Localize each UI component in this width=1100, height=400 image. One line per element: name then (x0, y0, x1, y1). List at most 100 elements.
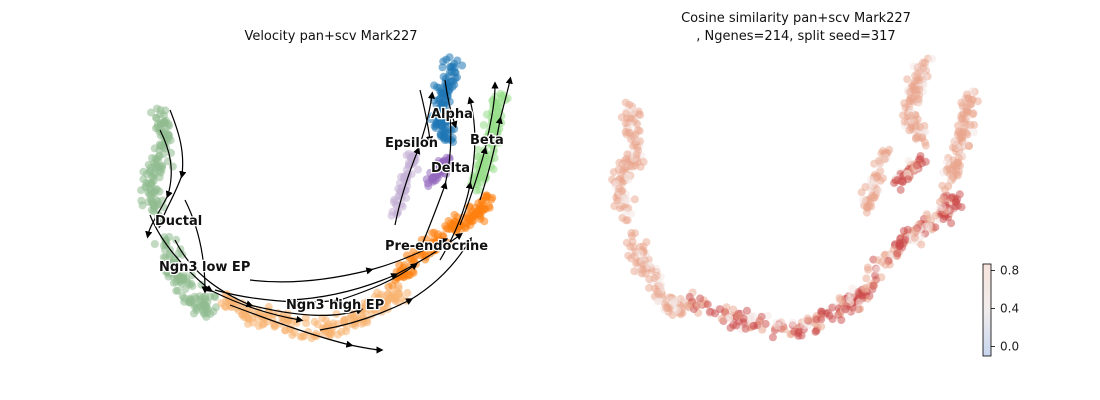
velocity-point (150, 240, 159, 248)
cosine-point (817, 307, 825, 316)
velocity-point (430, 228, 439, 237)
cosine-point (903, 75, 912, 84)
cosine-point (862, 274, 871, 283)
cosine-point (973, 97, 982, 106)
colorbar-ticks: 0.0 0.4 0.8 (991, 264, 1019, 354)
cosine-point (749, 321, 758, 330)
cosine-point (711, 309, 720, 318)
cosine-point (947, 219, 956, 228)
cosine-point (621, 127, 630, 136)
streamline (184, 199, 209, 294)
cosine-point (890, 178, 899, 187)
cosine-point (630, 195, 639, 204)
cosine-point (645, 283, 653, 292)
cosine-point (953, 130, 962, 139)
cosine-point (621, 216, 630, 225)
cosine-point (918, 133, 927, 142)
cluster-label-ngn3-low-ep: Ngn3 low EP (159, 260, 250, 275)
cosine-point (623, 172, 632, 181)
velocity-point (449, 77, 458, 86)
velocity-point (192, 304, 201, 312)
cosine-point (958, 101, 967, 110)
cosine-point (948, 143, 957, 152)
cosine-point (629, 242, 638, 251)
velocity-point (158, 259, 167, 268)
velocity-point (302, 319, 311, 328)
cosine-point (625, 100, 634, 109)
velocity-point (438, 63, 447, 72)
cosine-point (900, 117, 909, 126)
cosine-point (931, 223, 940, 232)
cosine-point (732, 321, 741, 330)
streamline (444, 79, 458, 129)
velocity-point (333, 330, 342, 339)
cosine-point (768, 333, 777, 342)
velocity-point (474, 145, 483, 154)
cosine-point (868, 179, 877, 188)
velocity-point (152, 195, 161, 204)
cosine-point (911, 121, 920, 130)
colorbar-tick-label: 0.8 (1000, 264, 1019, 278)
velocity-point (414, 165, 422, 174)
cosine-point (630, 267, 639, 276)
velocity-point (307, 334, 316, 343)
velocity-point (254, 322, 263, 330)
cosine-point (913, 115, 922, 124)
velocity-point (436, 130, 445, 139)
velocity-point (179, 273, 188, 282)
cosine-point (910, 233, 919, 242)
velocity-point (172, 278, 181, 287)
velocity-point (156, 142, 165, 151)
cosine-point (948, 172, 957, 181)
cosine-panel-subtitle: , Ngenes=214, split seed=317 (696, 29, 895, 44)
cosine-point (870, 193, 878, 202)
cosine-point (872, 173, 881, 182)
cluster-label-ngn3-high-ep: Ngn3 high EP (286, 298, 384, 313)
streamline (419, 111, 454, 251)
cosine-point (954, 121, 963, 130)
velocity-point (310, 317, 319, 326)
cosine-point (632, 150, 641, 159)
velocity-point (443, 87, 452, 95)
cosine-point (953, 158, 962, 167)
cosine-point (893, 249, 902, 258)
colorbar-gradient (982, 263, 992, 357)
velocity-point (137, 196, 146, 205)
cosine-point (761, 319, 770, 328)
streamline (439, 96, 476, 261)
cosine-point (909, 62, 918, 71)
cosine-point (928, 55, 937, 63)
cosine-point (877, 273, 886, 282)
velocity-point (449, 220, 458, 229)
cluster-label-beta: Beta (470, 133, 504, 148)
velocity-point (164, 272, 173, 281)
velocity-point (168, 162, 177, 171)
velocity-point (390, 293, 399, 302)
cosine-point (667, 296, 676, 305)
cosine-point (780, 325, 789, 334)
streamline (459, 81, 499, 226)
cosine-point (923, 215, 932, 223)
cosine-point (863, 263, 872, 272)
cosine-point (965, 142, 973, 150)
streamline (419, 89, 434, 144)
cosine-point (957, 203, 966, 212)
colorbar-tick-label: 0.0 (1000, 340, 1019, 354)
cosine-point (654, 290, 663, 299)
cosine-point (733, 312, 742, 321)
cluster-label-ductal: Ductal (155, 214, 202, 229)
cosine-point (970, 121, 979, 129)
cluster-label-pre-endocrine: Pre-endocrine (385, 239, 488, 254)
cosine-point (637, 269, 646, 278)
cosine-point (951, 202, 960, 211)
velocity-point (296, 332, 305, 341)
cosine-point (755, 317, 764, 325)
cosine-point (966, 100, 975, 109)
cosine-point (878, 147, 887, 155)
velocity-point (458, 61, 467, 70)
cosine-point (639, 157, 648, 166)
velocity-point (441, 74, 450, 83)
velocity-point (477, 196, 486, 205)
cosine-point (741, 324, 750, 333)
velocity-point (159, 253, 168, 262)
